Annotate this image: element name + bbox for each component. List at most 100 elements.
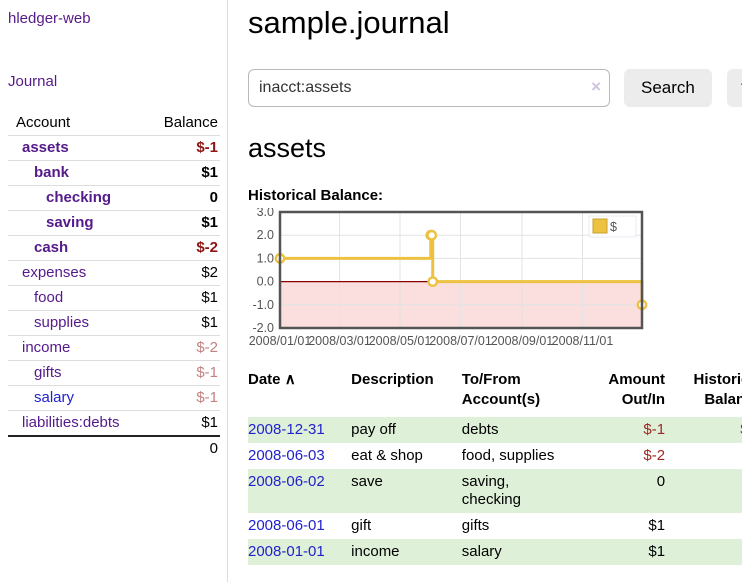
transaction-accounts: saving, checking [461,473,521,508]
clear-search-icon[interactable]: × [591,77,601,96]
register-table: Date ∧ Description To/From Account(s) Am… [248,368,742,565]
transaction-date-link[interactable]: 2008-01-01 [248,543,325,560]
transaction-date-link[interactable]: 2008-06-02 [248,473,325,490]
search-box: × [248,69,610,107]
x-tick-label: 2008/01/01 [249,334,312,348]
account-link[interactable]: checking [46,189,112,206]
account-link[interactable]: supplies [34,314,90,331]
legend-label: $ [610,220,617,234]
transaction-description: income [351,543,400,560]
y-tick-label: -1.0 [252,298,274,312]
transaction-amount: $-2 [643,447,666,464]
account-row: bank $1 [8,160,220,186]
account-row: income $-2 [8,335,220,361]
account-link[interactable]: income [22,339,71,356]
account-row: gifts $-1 [8,360,220,386]
account-link[interactable]: bank [34,164,70,181]
legend-swatch [592,218,608,234]
sidebar-item-journal[interactable]: Journal [8,73,58,90]
search-button[interactable]: Search [624,69,712,107]
register-header-row: Date ∧ Description To/From Account(s) Am… [248,368,742,417]
account-balance: $1 [142,210,220,236]
account-balance: $-1 [142,360,220,386]
x-tick-label: 2008/11/01 [552,334,614,348]
table-row[interactable]: 2008-06-01 gift gifts $1$2 [248,513,742,539]
transaction-date-link[interactable]: 2008-06-03 [248,447,325,464]
table-row[interactable]: 2008-01-01 income salary $1$1 [248,539,742,565]
transaction-accounts: gifts [461,517,490,534]
accounts-table: Account Balance assets $-1 bank $1 checking 0… [8,111,220,461]
transaction-balance: $-1 [667,417,742,443]
transaction-amount: $1 [648,543,666,560]
account-link[interactable]: salary [34,389,75,406]
account-balance: $2 [142,260,220,286]
account-row: salary $-1 [8,385,220,411]
accounts-total-balance: 0 [142,435,220,461]
y-tick-label: 2.0 [257,228,274,242]
historical-balance-chart: 3.0 2.0 1.0 0.0 -1.0 -2.0 2008/01/01 2008/03/01… [248,205,742,352]
account-link[interactable]: liabilities:debts [22,414,120,431]
account-balance: $-1 [142,385,220,411]
account-row: assets $-1 [8,135,220,161]
register-header-accounts: To/From Account(s) [461,371,541,408]
accounts-total-row: 0 [8,435,220,461]
account-row: checking 0 [8,185,220,211]
search-form: × Search ? [248,69,742,107]
transaction-accounts: food, supplies [461,447,555,464]
account-balance: 0 [142,185,220,211]
page-title: sample.journal [248,5,450,40]
account-link[interactable]: cash [34,239,69,256]
transaction-date-link[interactable]: 2008-12-31 [248,421,325,438]
sort-ascending-icon: ∧ [284,371,296,388]
accounts-header-row: Account Balance [8,111,220,136]
account-balance: $1 [142,410,220,437]
x-tick-label: 2008/07/01 [429,334,492,348]
transaction-accounts: debts [461,421,499,438]
accounts-header-balance: Balance [142,111,220,136]
account-balance: $-2 [142,235,220,261]
account-row: food $1 [8,285,220,311]
table-row[interactable]: 2008-06-02 save saving, checking 0$2 [248,469,742,513]
plot-border [278,210,644,330]
x-tick-label: 2008/03/01 [308,334,371,348]
x-tick-label: 2008/09/01 [491,334,554,348]
register-header-balance: Historical Balance [693,371,742,408]
transaction-amount: 0 [656,473,666,490]
register-header-date[interactable]: Date ∧ [248,371,296,388]
data-point [427,276,439,288]
transaction-description: eat & shop [351,447,423,464]
account-link[interactable]: food [34,289,64,306]
account-row: liabilities:debts $1 [8,410,220,437]
transaction-date-link[interactable]: 2008-06-01 [248,517,325,534]
y-tick-label: 0.0 [257,275,274,289]
account-heading: assets [248,133,327,163]
account-balance: $1 [142,160,220,186]
account-row: saving $1 [8,210,220,236]
table-row[interactable]: 2008-12-31 pay off debts $-1$-1 [248,417,742,443]
search-input[interactable] [248,69,610,107]
account-row: expenses $2 [8,260,220,286]
help-button[interactable]: ? [726,69,742,107]
account-balance: $1 [142,285,220,311]
x-tick-label: 2008/05/01 [369,334,432,348]
account-link[interactable]: assets [22,139,69,156]
sidebar: hledger-web Journal Account Balance asse… [0,0,228,582]
brand-link[interactable]: hledger-web [8,10,91,27]
transaction-accounts: salary [461,543,502,560]
account-link[interactable]: saving [46,214,94,231]
y-tick-label: -2.0 [252,321,274,335]
transaction-description: save [351,473,383,490]
transaction-description: pay off [351,421,396,438]
accounts-header-account: Account [8,111,143,136]
account-link[interactable]: gifts [34,364,62,381]
account-row: supplies $1 [8,310,220,336]
account-link[interactable]: expenses [22,264,87,281]
register-header-amount: Amount Out/In [608,371,666,408]
table-row[interactable]: 2008-06-03 eat & shop food, supplies $-20 [248,443,742,469]
account-balance: $1 [142,310,220,336]
transaction-amount: $1 [648,517,666,534]
transaction-balance: $2 [667,469,742,513]
account-balance: $-2 [142,335,220,361]
transaction-description: gift [351,517,372,534]
